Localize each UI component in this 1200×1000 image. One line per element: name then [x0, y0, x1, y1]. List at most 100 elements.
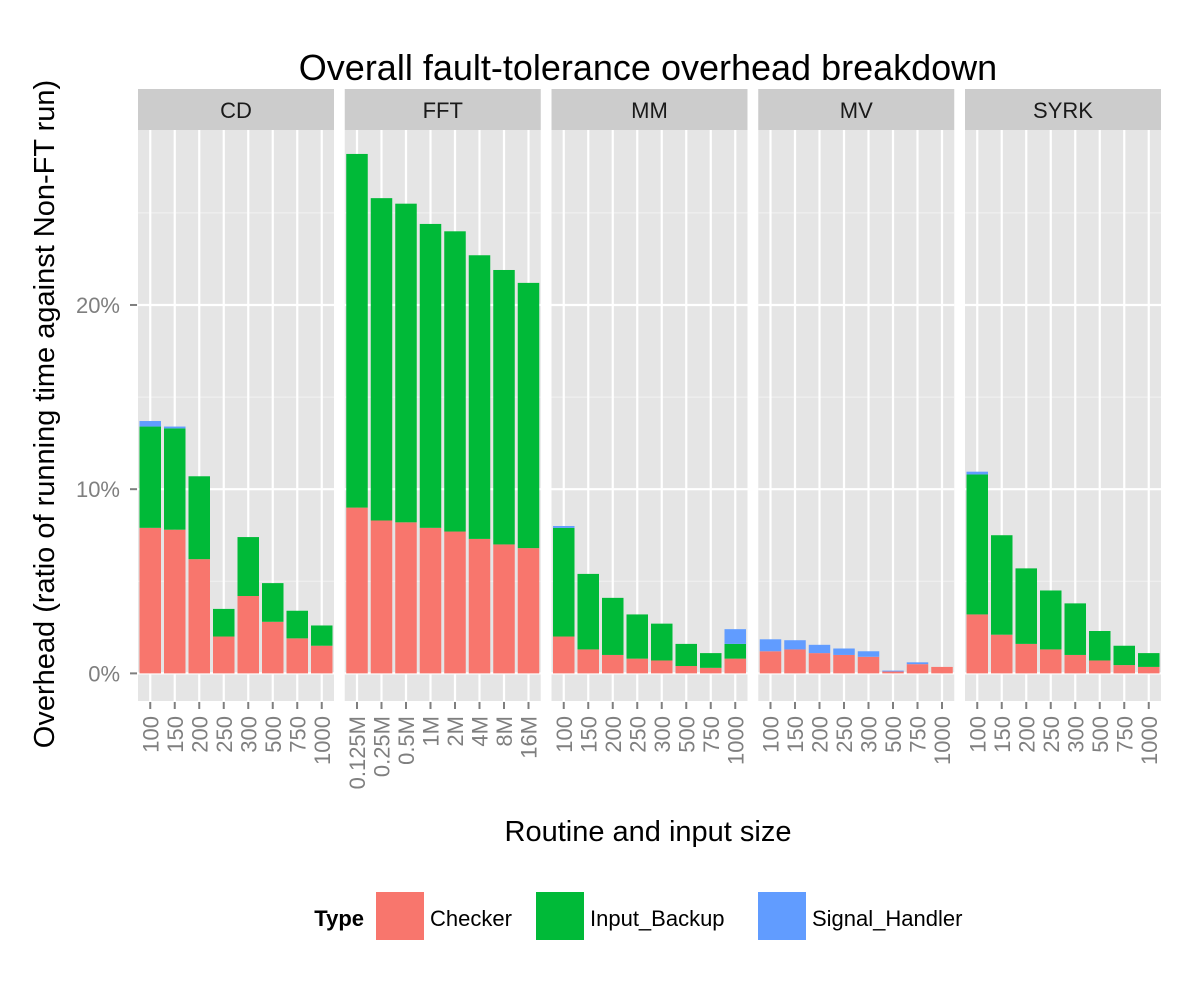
x-tick-label: 750 [285, 716, 310, 753]
bar-input-backup [286, 610, 308, 639]
chart-title: Overall fault-tolerance overhead breakdo… [299, 47, 997, 88]
x-tick-label: 500 [674, 716, 699, 753]
x-tick-label: 1M [419, 716, 444, 747]
bar-input-backup [1015, 568, 1037, 644]
bar-input-backup [700, 653, 722, 668]
y-axis-title: Overhead (ratio of running time against … [29, 80, 61, 748]
x-tick-label: 150 [163, 716, 188, 753]
x-tick-label: 200 [601, 716, 626, 753]
bar-checker [164, 529, 186, 674]
x-tick-label: 2M [443, 716, 468, 747]
facet-strip [344, 89, 541, 130]
x-tick-label: 100 [552, 716, 577, 753]
bar-checker [1064, 654, 1086, 674]
bar-input-backup [577, 573, 599, 650]
facet-strip [758, 89, 955, 130]
panel-background [758, 130, 955, 701]
bar-checker [931, 666, 953, 674]
x-tick-label: 250 [1039, 716, 1064, 753]
x-tick-label: 100 [965, 716, 990, 753]
bar-input-backup [991, 535, 1013, 635]
bar-signal-handler [833, 648, 855, 655]
bar-checker [395, 522, 417, 674]
bar-input-backup [602, 597, 624, 655]
bar-checker [1138, 666, 1160, 674]
x-tick-label: 150 [576, 716, 601, 753]
legend-label-checker: Checker [430, 906, 512, 931]
bar-checker [370, 520, 393, 674]
bar-input-backup [553, 527, 575, 637]
bar-checker [966, 614, 988, 674]
bar-signal-handler [882, 670, 904, 672]
facet-panel-mm: MM 100 150 200 250 300 500 750 1000 [551, 89, 748, 765]
bar-input-backup [213, 608, 235, 637]
bar-checker [419, 527, 442, 674]
y-tick-label: 20% [76, 293, 120, 318]
legend-key-input-backup [536, 892, 584, 940]
bar-checker [262, 621, 284, 674]
legend-label-signal-handler: Signal_Handler [812, 906, 962, 931]
x-tick-label: 200 [1014, 716, 1039, 753]
bar-input-backup [1138, 653, 1160, 667]
x-tick-label: 500 [261, 716, 286, 753]
x-tick-label: 250 [625, 716, 650, 753]
x-tick-label: 250 [832, 716, 857, 753]
bar-checker [468, 538, 491, 674]
bar-checker [1040, 649, 1062, 674]
facet-strip-label: MV [840, 98, 873, 123]
bar-input-backup [311, 625, 333, 646]
x-tick-label: 1000 [723, 716, 748, 765]
bar-checker [906, 664, 929, 674]
facet-strip [138, 89, 334, 130]
bar-signal-handler [139, 421, 161, 427]
bar-input-backup [468, 255, 491, 539]
bar-input-backup [444, 231, 466, 532]
x-tick-label: 0.5M [394, 716, 419, 765]
bar-signal-handler [553, 526, 575, 528]
x-tick-label: 100 [759, 716, 784, 753]
bar-signal-handler [164, 426, 186, 429]
legend-key-signal-handler [758, 892, 806, 940]
bar-checker [213, 636, 235, 674]
x-tick-label: 8M [492, 716, 517, 747]
bar-input-backup [419, 223, 442, 528]
x-tick-label: 100 [138, 716, 163, 753]
bar-checker [759, 651, 782, 674]
bar-checker [1113, 665, 1135, 674]
facet-panel-cd: CD 100 150 200 250 300 500 750 1000 [138, 89, 335, 765]
x-tick-label: 200 [808, 716, 833, 753]
bar-input-backup [395, 203, 417, 523]
x-tick-label: 1000 [1137, 716, 1162, 765]
bar-checker [991, 634, 1013, 674]
bar-checker [286, 638, 308, 674]
bar-input-backup [164, 428, 186, 530]
bar-signal-handler [857, 651, 880, 657]
bar-input-backup [370, 198, 393, 521]
x-tick-label: 250 [212, 716, 237, 753]
bar-checker [784, 649, 806, 674]
x-tick-label: 750 [1112, 716, 1137, 753]
facet-strip-label: CD [220, 98, 252, 123]
bar-checker [517, 548, 540, 674]
bar-input-backup [966, 474, 988, 615]
bar-input-backup [262, 583, 284, 622]
bar-signal-handler [808, 644, 831, 654]
x-tick-label: 1000 [310, 716, 335, 765]
bar-checker [651, 660, 673, 674]
x-tick-label: 300 [1063, 716, 1088, 753]
x-tick-label: 16M [517, 716, 542, 759]
x-tick-label: 0.25M [370, 716, 395, 777]
bar-input-backup [346, 153, 368, 508]
x-tick-label: 300 [236, 716, 261, 753]
bar-checker [1015, 643, 1037, 674]
bar-input-backup [724, 643, 746, 659]
legend-label-input-backup: Input_Backup [590, 906, 725, 931]
bar-signal-handler [759, 639, 782, 652]
x-tick-label: 500 [1088, 716, 1113, 753]
x-tick-label: 4M [468, 716, 493, 747]
facet-strip [965, 89, 1161, 130]
x-tick-label: 500 [881, 716, 906, 753]
x-tick-label: 1000 [930, 716, 955, 765]
